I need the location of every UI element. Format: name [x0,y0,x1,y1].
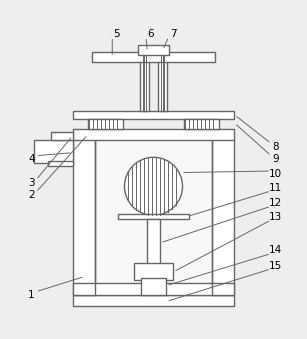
Text: 5: 5 [114,28,120,39]
Bar [140,55,149,111]
Bar [34,140,72,163]
Bar [134,263,173,280]
Text: 8: 8 [272,142,279,152]
Text: 3: 3 [28,178,35,188]
Bar [119,214,188,219]
Text: 7: 7 [170,28,177,39]
Bar [72,129,235,140]
Text: 4: 4 [28,154,35,164]
Text: 11: 11 [269,183,282,193]
Bar [95,139,212,283]
Text: 1: 1 [28,290,35,300]
Text: 15: 15 [269,261,282,271]
Bar [158,55,167,111]
Bar [72,111,235,119]
Bar [88,119,123,129]
Text: 6: 6 [147,28,154,39]
Bar [72,283,235,295]
Text: 2: 2 [28,191,35,200]
Bar [184,119,219,129]
Bar [138,45,169,55]
Circle shape [124,157,183,215]
Bar [212,139,234,295]
Bar [51,132,72,140]
Text: 10: 10 [269,169,282,179]
Text: 13: 13 [269,212,282,222]
Bar [141,278,166,295]
Bar [72,295,235,306]
Bar [48,161,72,166]
Text: 14: 14 [269,245,282,256]
Text: 9: 9 [272,154,279,164]
Text: 12: 12 [269,198,282,208]
Bar [92,53,215,62]
Bar [72,139,95,295]
Bar [147,219,160,269]
